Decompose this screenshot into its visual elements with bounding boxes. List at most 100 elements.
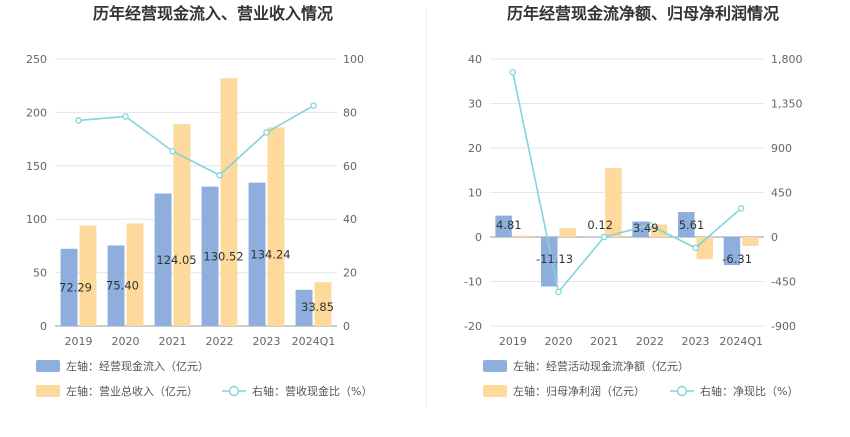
x-axis-tick-label: 2021	[159, 335, 187, 348]
x-axis-tick-label: 2022	[636, 335, 664, 348]
bar	[295, 289, 313, 326]
legend-label: 左轴：经营现金流入（亿元）	[66, 359, 209, 373]
bar-data-label: 3.49	[633, 221, 659, 235]
bar-data-label: 5.61	[679, 218, 705, 232]
netcash-profit-chart: 历年经营现金流净额、归母净利润情况 -20 -10 0 10 20 30 40 -900 -45…	[464, 4, 803, 398]
bar	[632, 221, 649, 237]
left-axis-tick-label: -20	[464, 320, 482, 333]
bar-data-label: 0.12	[587, 218, 613, 232]
bar-data-label: 130.52	[203, 249, 243, 263]
line-point	[263, 129, 270, 136]
x-axis-tick-label: 2019	[499, 335, 527, 348]
line-point	[555, 288, 562, 296]
bar	[173, 124, 191, 326]
bar	[495, 215, 512, 237]
right-axis-tick-label: 80	[343, 106, 357, 119]
left-axis-tick-label: 200	[26, 106, 47, 119]
bar-data-label: 4.81	[496, 218, 522, 232]
bar-data-label: 33.85	[301, 300, 334, 314]
bar	[126, 223, 144, 326]
bar-data-label: 134.24	[250, 247, 290, 261]
bar-data-label: 124.05	[156, 253, 196, 267]
cashflow-revenue-chart: 历年经营现金流入、营业收入情况 0 50 100 150 200 250 0 20 40 60 80…	[26, 4, 372, 398]
line-point	[122, 113, 129, 120]
panel-divider	[426, 8, 427, 408]
right-axis-tick-label: 60	[343, 160, 357, 173]
bar	[742, 237, 759, 246]
bar-data-label: -6.31	[722, 252, 752, 266]
bar-data-label: 75.40	[106, 279, 139, 293]
bar	[60, 248, 78, 326]
x-axis-tick-label: 2023	[682, 335, 710, 348]
right-axis-tick-label: 900	[771, 142, 792, 155]
left-axis-tick-label: 10	[468, 187, 482, 200]
bar-data-label: 72.29	[59, 280, 92, 294]
line-point	[310, 102, 317, 109]
left-axis-tick-label: 40	[468, 53, 482, 66]
series-line	[512, 72, 742, 294]
line-point	[600, 233, 608, 241]
bar	[559, 228, 576, 237]
legend-swatch-marker	[676, 385, 688, 397]
bar	[314, 282, 332, 326]
bar	[605, 168, 622, 237]
bar	[678, 212, 695, 237]
left-axis-tick-label: 20	[468, 142, 482, 155]
bar	[201, 186, 219, 326]
line-point	[169, 147, 176, 155]
legend-swatch	[483, 385, 507, 397]
cashflow-revenue-panel: 历年经营现金流入、营业收入情况 0 50 100 150 200 250 0 20 40 60 80…	[26, 4, 372, 398]
left-axis-tick-label: 250	[26, 53, 47, 66]
line-point	[216, 171, 223, 179]
right-axis-tick-label: 100	[343, 53, 364, 66]
legend-swatch-marker	[228, 385, 240, 397]
bar	[267, 127, 285, 327]
left-axis-tick-label: 30	[468, 98, 482, 111]
left-axis-tick-label: 0	[40, 320, 47, 333]
right-axis-tick-label: 450	[771, 187, 792, 200]
right-axis-tick-label: 0	[771, 231, 778, 244]
left-axis-tick-label: -10	[464, 276, 482, 289]
x-axis-tick-label: 2023	[253, 335, 281, 348]
left-axis-tick-label: 50	[33, 267, 47, 280]
x-axis-tick-label: 2024Q1	[292, 335, 336, 348]
legend-label: 左轴：经营活动现金流净额（亿元）	[513, 359, 689, 373]
right-axis-tick-label: 1,800	[771, 53, 803, 66]
bar	[586, 236, 604, 237]
x-axis-tick-label: 2021	[590, 335, 618, 348]
right-axis-tick-label: -450	[771, 276, 796, 289]
bar	[220, 78, 238, 326]
legend-swatch	[36, 385, 60, 397]
legend-swatch	[36, 360, 60, 372]
bar	[79, 225, 97, 326]
right-axis-tick-label: 0	[343, 320, 350, 333]
left-axis-tick-label: 0	[475, 231, 482, 244]
right-axis-tick-label: -900	[771, 320, 796, 333]
netcash-profit-panel: 历年经营现金流净额、归母净利润情况 -20 -10 0 10 20 30 40 -900 -45…	[427, 0, 850, 437]
bar	[154, 193, 172, 326]
line-point	[692, 244, 699, 252]
left-axis-tick-label: 150	[26, 160, 47, 173]
x-axis-tick-label: 2022	[206, 335, 234, 348]
legend-swatch	[483, 360, 507, 372]
x-axis-tick-label: 2019	[65, 335, 93, 348]
line-point	[737, 205, 745, 212]
bar	[541, 237, 558, 287]
chart-title: 历年经营现金流入、营业收入情况	[93, 4, 333, 23]
legend-label: 左轴：归母净利润（亿元）	[513, 384, 645, 398]
bar	[107, 245, 125, 326]
bar	[723, 237, 741, 266]
right-axis-tick-label: 20	[343, 267, 357, 280]
series-line	[78, 105, 314, 177]
line-point	[75, 117, 82, 124]
left-axis-tick-label: 100	[26, 213, 47, 226]
legend-label: 左轴：营业总收入（亿元）	[66, 384, 198, 398]
bar	[248, 182, 266, 326]
legend-label: 右轴：净现比（%）	[700, 384, 798, 398]
x-axis-tick-label: 2020	[112, 335, 140, 348]
line-point	[509, 69, 517, 76]
bar-data-label: -11.13	[536, 252, 573, 266]
x-axis-tick-label: 2020	[545, 335, 573, 348]
chart-title: 历年经营现金流净额、归母净利润情况	[507, 4, 779, 23]
